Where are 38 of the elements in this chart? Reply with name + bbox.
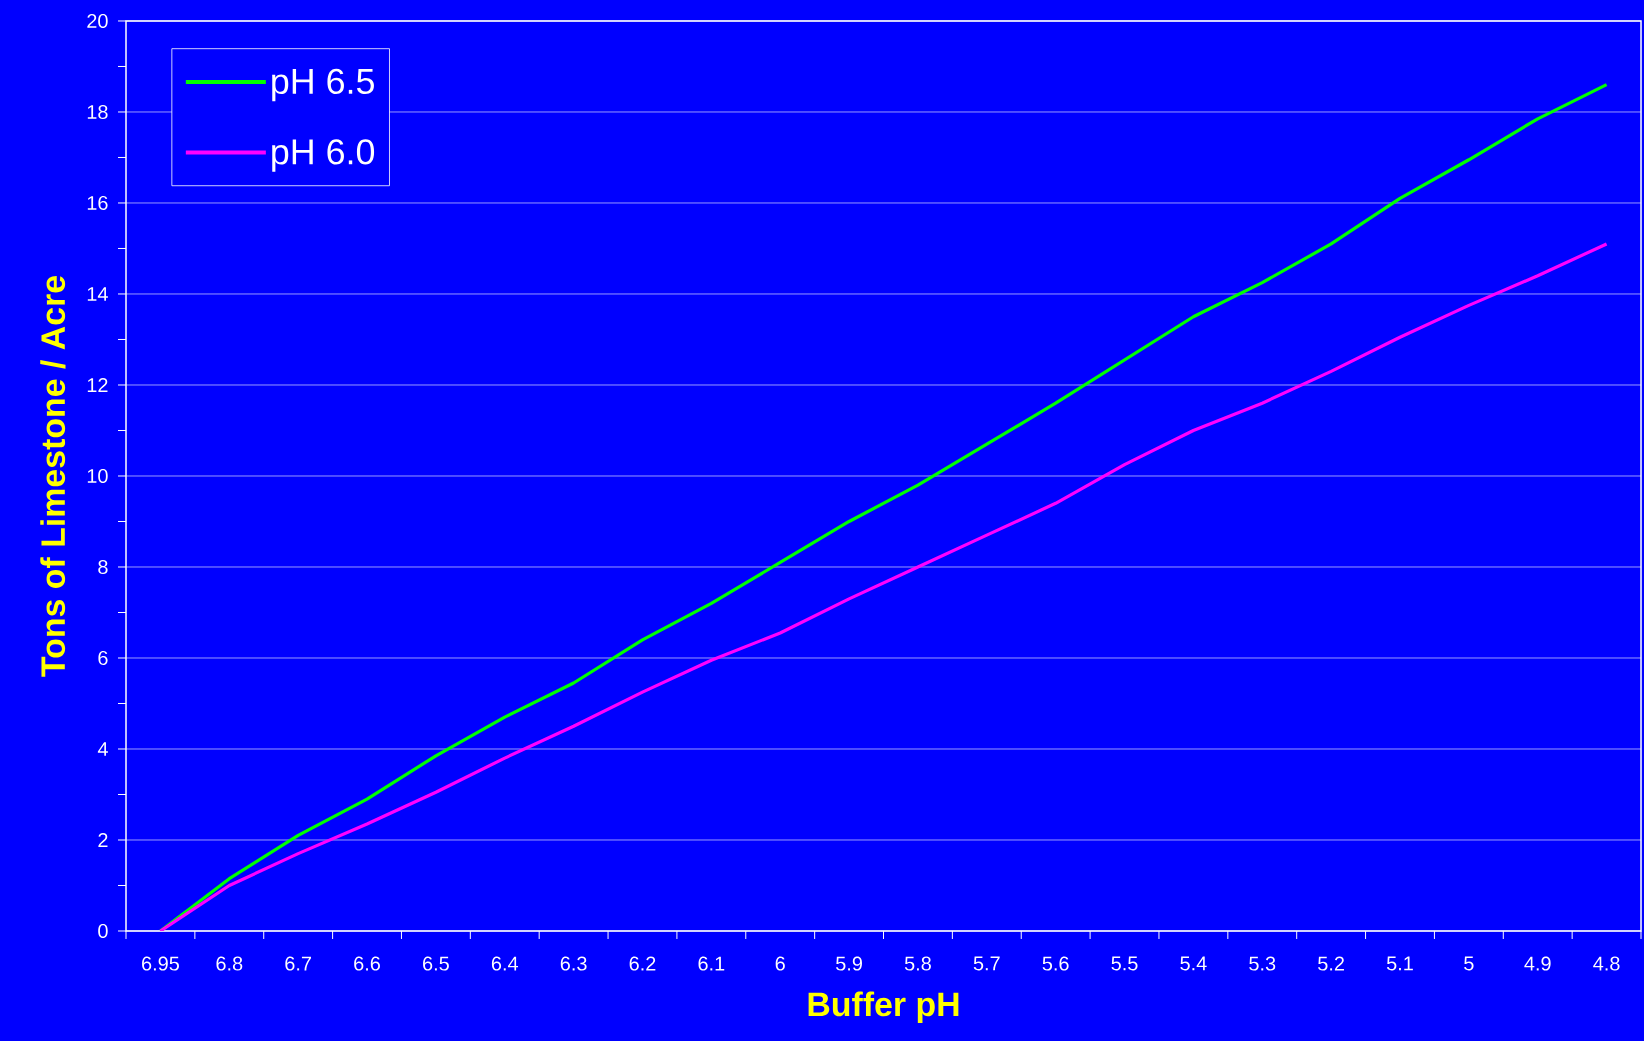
x-tick-label: 5.3 (1249, 956, 1276, 971)
x-tick-label: 5.6 (1042, 956, 1069, 971)
x-tick-label: 5.2 (1318, 956, 1344, 971)
y-tick-label: 18 (87, 104, 108, 120)
y-tick-label: 8 (98, 559, 108, 575)
x-tick-label: 6.8 (216, 956, 243, 971)
line-series (158, 242, 1609, 931)
x-tick-label: 5 (1464, 956, 1474, 971)
y-tick-label: 6 (98, 650, 108, 666)
x-tick-label: 6 (775, 956, 785, 971)
x-tick-label: 5.1 (1386, 956, 1413, 971)
y-tick-label: 0 (98, 923, 108, 939)
x-tick-label: 4.8 (1593, 956, 1620, 971)
x-tick-label: 6.95 (142, 956, 179, 971)
x-tick-label: 6.3 (560, 956, 587, 971)
x-tick-label: 5.9 (836, 956, 862, 971)
x-tick-label: 6.2 (629, 956, 656, 971)
legend-label: pH 6.0 (272, 139, 375, 172)
y-tick-label: 20 (87, 13, 108, 29)
x-tick-label: 5.4 (1180, 956, 1207, 971)
y-tick-label: 4 (97, 742, 108, 756)
x-tick-label: 6.6 (354, 956, 380, 971)
x-tick-label: 5.5 (1111, 956, 1138, 971)
y-axis-title: Tons of Limestone / Acre (40, 276, 66, 677)
y-tick-label: 10 (87, 468, 108, 484)
y-tick-label: 14 (87, 287, 108, 301)
x-tick-label: 4.9 (1524, 956, 1551, 971)
x-tick-label: 6.4 (491, 956, 519, 971)
x-tick-label: 6.1 (698, 956, 725, 971)
x-tick-label: 6.7 (285, 956, 312, 971)
y-tick-label: 16 (87, 195, 108, 211)
x-axis-title: Buffer pH (808, 991, 959, 1024)
x-tick-label: 5.8 (904, 956, 931, 971)
legend-label: pH 6.5 (272, 68, 374, 102)
x-tick-label: 6.5 (423, 956, 449, 971)
y-tick-label: 12 (87, 378, 108, 392)
y-tick-label: 2 (98, 833, 108, 847)
x-tick-label: 5.7 (973, 956, 1000, 971)
